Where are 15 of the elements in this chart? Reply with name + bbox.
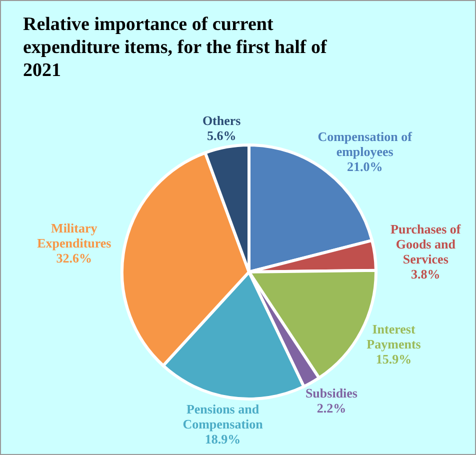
slice-label: Military Expenditures: [37, 220, 112, 250]
data-label: 2.2%: [316, 400, 346, 415]
data-label: 32.6%: [56, 250, 92, 265]
chart-title: Relative importance of current expenditure items, for the first half of 2021: [23, 13, 328, 82]
data-label: 3.8%: [411, 266, 440, 282]
slice-label: Pensions and Compensation: [182, 400, 264, 431]
slice-label: Subsidies: [305, 384, 358, 400]
data-label: 21.0%: [346, 158, 383, 174]
slice-label: Interest Payments: [366, 321, 421, 352]
slice-label: Purchases of Goods and Services: [390, 221, 462, 266]
data-label: 5.6%: [206, 127, 236, 142]
data-label: 15.9%: [376, 351, 412, 366]
data-label: 18.9%: [204, 430, 241, 446]
slice-label: Compensation of employees: [318, 128, 413, 159]
slice-label: Others: [202, 112, 241, 128]
